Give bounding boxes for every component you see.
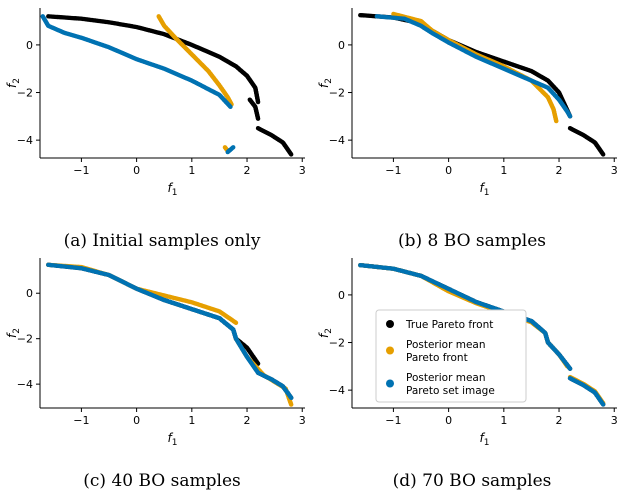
y-tick-label: 0 [338, 289, 345, 302]
data-point [255, 99, 261, 105]
y-tick-label: −2 [329, 337, 345, 350]
legend-label: Posterior mean [406, 339, 486, 351]
y-axis-label: f2 [317, 328, 334, 338]
legend-marker [386, 379, 394, 388]
x-tick-label: −1 [73, 414, 89, 427]
data-point [289, 152, 294, 157]
x-tick-label: 1 [500, 414, 507, 427]
x-tick-label: 0 [133, 164, 140, 177]
y-axis-label: f2 [5, 78, 22, 88]
legend-label: Posterior mean [406, 372, 486, 384]
x-tick-label: 1 [188, 164, 195, 177]
y-tick-label: −4 [329, 134, 345, 147]
x-tick-label: 3 [299, 164, 306, 177]
data-point [601, 402, 606, 407]
y-tick-label: 0 [26, 287, 33, 300]
data-point [289, 395, 294, 400]
series-true-front [46, 262, 294, 400]
x-tick-label: 0 [133, 414, 140, 427]
data-point [554, 118, 559, 124]
x-tick-label: 1 [188, 414, 195, 427]
x-tick-label: 2 [244, 414, 251, 427]
series-posterior-front [46, 262, 294, 407]
y-tick-label: −2 [329, 87, 345, 100]
x-tick-label: −1 [385, 414, 401, 427]
panel-4: −1 0 1 2 3 −4 −2 0 f1 f2 (d) 70 BO samples True Par… [317, 258, 618, 491]
panel-caption: (d) 70 BO samples [393, 471, 552, 491]
y-tick-label: −2 [17, 87, 33, 100]
y-tick-label: −2 [17, 333, 33, 346]
data-point [567, 114, 573, 119]
legend-box [375, 309, 527, 403]
legend-marker [386, 320, 394, 328]
legend-label: Pareto front [406, 352, 468, 364]
x-tick-label: 3 [611, 164, 618, 177]
data-point [228, 104, 233, 110]
x-tick-label: 2 [556, 414, 563, 427]
y-axis-label: f2 [5, 328, 22, 338]
panel-3: −1 0 1 2 3 −4 −2 0 f1 f2 (c) 40 BO samples [5, 258, 306, 491]
x-axis-label: f1 [480, 181, 490, 198]
legend-label: True Pareto front [405, 319, 493, 331]
panel-caption: (a) Initial samples only [64, 231, 261, 251]
y-axis-label: f2 [317, 78, 334, 88]
data-point [233, 320, 239, 325]
x-tick-label: 3 [611, 414, 618, 427]
x-axis-label: f1 [168, 181, 178, 198]
series-posterior-set [374, 14, 573, 119]
data-point [601, 152, 606, 157]
x-axis-label: f1 [168, 431, 178, 448]
y-tick-label: 0 [338, 39, 345, 52]
series-posterior-set [46, 262, 294, 400]
x-tick-label: 2 [556, 164, 563, 177]
data-point [289, 402, 294, 407]
x-axis-label: f1 [480, 431, 490, 448]
series-posterior-front [391, 11, 559, 124]
panel-1: −1 0 1 2 3 −4 −2 0 f1 f2 (a) Initial samples only [5, 8, 306, 251]
panel-2: −1 0 1 2 3 −4 −2 0 f1 f2 (b) 8 BO samples [317, 8, 618, 251]
x-tick-label: 0 [445, 414, 452, 427]
y-tick-label: −4 [17, 378, 33, 391]
x-tick-label: 3 [299, 414, 306, 427]
data-point [231, 145, 236, 150]
y-tick-label: 0 [26, 39, 33, 52]
x-tick-label: −1 [385, 164, 401, 177]
y-tick-label: −4 [17, 134, 33, 147]
panel-caption: (c) 40 BO samples [83, 471, 240, 491]
series-posterior-front [156, 14, 234, 154]
x-tick-label: −1 [73, 164, 89, 177]
data-point [567, 366, 573, 371]
data-point [255, 116, 261, 121]
panel-caption: (b) 8 BO samples [398, 231, 546, 251]
series-true-front [358, 12, 606, 157]
x-tick-label: 0 [445, 164, 452, 177]
series-true-front [46, 14, 294, 157]
x-tick-label: 2 [244, 164, 251, 177]
series-posterior-set [40, 14, 236, 155]
legend-marker [386, 346, 394, 355]
legend-label: Pareto set image [406, 385, 495, 397]
y-tick-label: −4 [329, 384, 345, 397]
x-tick-label: 1 [500, 164, 507, 177]
